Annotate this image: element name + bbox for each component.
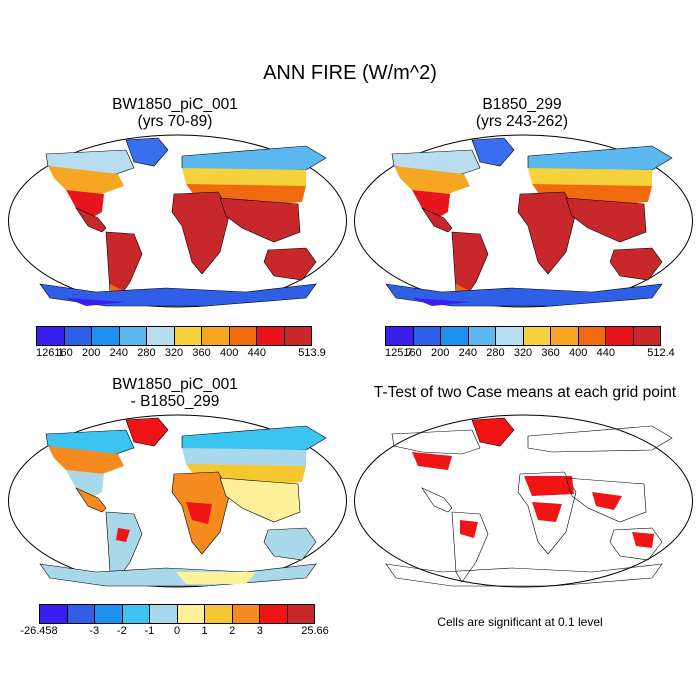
colorbar-label: 512.4	[647, 347, 675, 359]
colorbar-label: 360	[192, 347, 211, 359]
colorbar-swatch	[284, 327, 311, 345]
colorbar-label: -3	[89, 625, 100, 637]
colorbar-label: 513.9	[298, 347, 326, 359]
colorbar-top-right	[385, 326, 661, 346]
panel-title-bottom-left: BW1850_piC_001 - B1850_299	[40, 376, 310, 410]
colorbar-label: 360	[541, 347, 560, 359]
map-bottom-right	[354, 414, 693, 588]
colorbar-swatch	[202, 327, 230, 345]
colorbar-label: 400	[569, 347, 588, 359]
colorbar-top-left-labels: 126.1 160 200 240 280 320 360 400 440 513.9	[36, 347, 326, 361]
colorbar-label: 126.1	[36, 347, 64, 359]
colorbar-swatch	[205, 605, 233, 623]
colorbar-label: 200	[82, 347, 101, 359]
colorbar-swatch	[523, 327, 551, 345]
colorbar-label: 25.66	[301, 625, 329, 637]
panel-title-bottom-right: T-Test of two Case means at each grid po…	[355, 384, 695, 401]
panel-title-line1: BW1850_piC_001	[112, 376, 238, 393]
panel-title-line1: B1850_299	[482, 96, 562, 113]
panel-title-line2: (yrs 243-262)	[475, 113, 569, 130]
colorbar-label: 280	[486, 347, 505, 359]
colorbar-swatch	[119, 327, 147, 345]
colorbar-label: 3	[256, 625, 263, 637]
colorbar-swatch	[260, 605, 288, 623]
colorbar-swatch	[229, 327, 257, 345]
colorbar-swatch	[551, 327, 579, 345]
colorbar-swatch	[578, 327, 606, 345]
colorbar-swatch	[95, 605, 123, 623]
main-title: ANN FIRE (W/m^2)	[263, 62, 437, 84]
colorbar-swatch	[67, 605, 95, 623]
colorbar-label: 320	[513, 347, 533, 359]
colorbar-swatch	[287, 605, 314, 623]
map-top-left	[8, 134, 347, 308]
panel-title-line1: T-Test of two Case means at each grid po…	[373, 384, 677, 401]
panel-title-line2: - B1850_299	[130, 393, 220, 410]
colorbar-swatch	[174, 327, 202, 345]
colorbar-label: 440	[596, 347, 615, 359]
colorbar-label: -1	[144, 625, 155, 637]
colorbar-top-left	[36, 326, 312, 346]
colorbar-label: 280	[137, 347, 156, 359]
colorbar-swatch	[40, 605, 68, 623]
colorbar-swatch	[633, 327, 660, 345]
colorbar-swatch	[64, 327, 92, 345]
significance-note: Cells are significant at 0.1 level	[437, 615, 603, 629]
colorbar-label: 320	[164, 347, 184, 359]
colorbar-swatch	[92, 327, 120, 345]
colorbar-swatch	[386, 327, 414, 345]
colorbar-label: 2	[229, 625, 236, 637]
colorbar-swatch	[606, 327, 634, 345]
colorbar-bottom-left	[39, 604, 315, 624]
colorbar-label: 240	[458, 347, 477, 359]
colorbar-label: 160	[54, 347, 73, 359]
colorbar-label: 160	[403, 347, 422, 359]
colorbar-label: 0	[173, 625, 181, 637]
colorbar-label: 400	[220, 347, 239, 359]
panel-title-line2: (yrs 70-89)	[137, 113, 213, 130]
colorbar-label: 240	[109, 347, 128, 359]
colorbar-swatch	[150, 605, 178, 623]
colorbar-label: -2	[116, 625, 127, 637]
colorbar-swatch	[177, 605, 205, 623]
colorbar-swatch	[122, 605, 150, 623]
colorbar-swatch	[232, 605, 260, 623]
colorbar-swatch	[441, 327, 469, 345]
colorbar-swatch	[147, 327, 175, 345]
colorbar-swatch	[413, 327, 441, 345]
colorbar-label: -26.458	[20, 625, 58, 637]
map-bottom-left	[8, 414, 347, 588]
colorbar-top-right-labels: 125.7 160 200 240 280 320 360 400 440 512.4	[385, 347, 675, 361]
colorbar-label: 440	[247, 347, 266, 359]
colorbar-swatch	[257, 327, 285, 345]
panel-title-line1: BW1850_piC_001	[112, 96, 238, 113]
colorbar-label: 1	[201, 625, 208, 637]
colorbar-label: 125.7	[385, 347, 413, 359]
panel-title-top-left: BW1850_piC_001 (yrs 70-89)	[40, 96, 310, 130]
colorbar-bottom-left-labels: -26.458 -3 -2 -1 0 1 2 3 25.66	[20, 625, 328, 639]
colorbar-swatch	[37, 327, 65, 345]
map-top-right	[354, 134, 693, 308]
colorbar-swatch	[496, 327, 524, 345]
panel-title-top-right: B1850_299 (yrs 243-262)	[387, 96, 657, 130]
colorbar-swatch	[468, 327, 496, 345]
colorbar-label: 200	[431, 347, 450, 359]
